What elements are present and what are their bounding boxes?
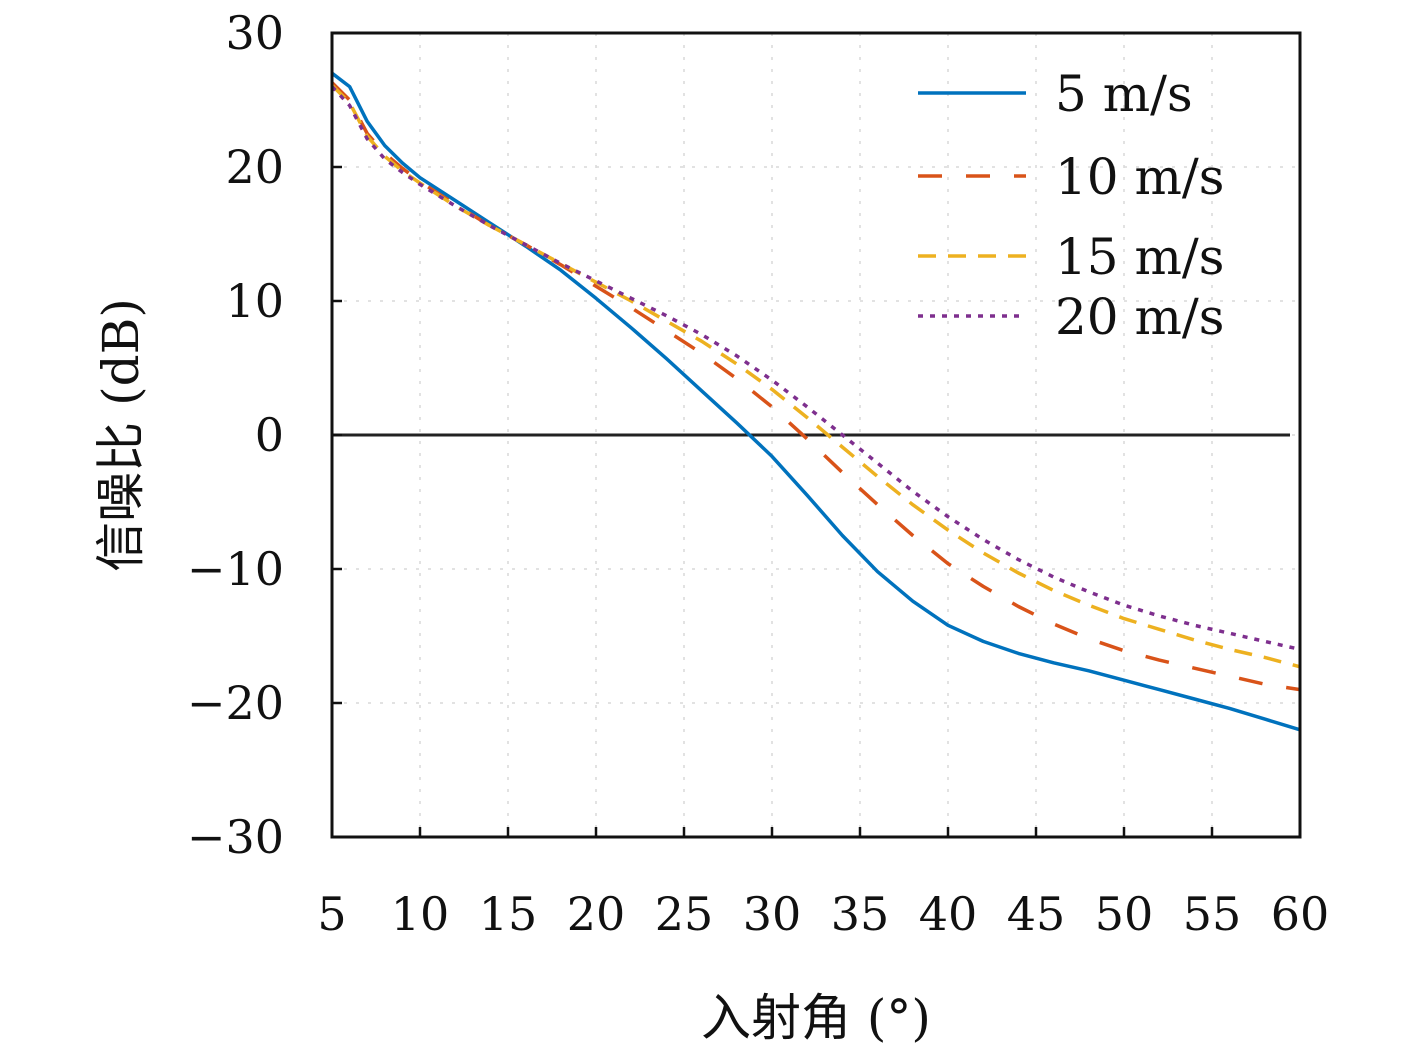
- x-tick-label: 35: [831, 887, 890, 941]
- tick-marks: [330, 31, 1302, 839]
- y-tick-label: 10: [225, 274, 284, 328]
- x-tick-label: 50: [1095, 887, 1154, 941]
- series-lines: [330, 71, 1301, 732]
- y-tick-label: −20: [187, 676, 284, 730]
- x-tick-label: 25: [655, 887, 714, 941]
- x-tick-labels: 5 10 15 20 25 30 35 40 45 50 55 60: [317, 887, 1329, 941]
- legend-label-1: 5 m/s: [1055, 65, 1193, 123]
- y-tick-label: 30: [225, 6, 284, 60]
- x-axis-title: 入射角 (°): [701, 989, 931, 1047]
- x-tick-label: 15: [479, 887, 538, 941]
- x-tick-label: 45: [1007, 887, 1066, 941]
- x-tick-label: 5: [317, 887, 346, 941]
- x-tick-label: 30: [743, 887, 802, 941]
- x-tick-label: 60: [1271, 887, 1330, 941]
- legend-label-2: 10 m/s: [1055, 148, 1224, 206]
- legend-label-4: 20 m/s: [1055, 288, 1224, 346]
- series-line-1: [330, 71, 1301, 732]
- y-tick-label: 0: [255, 408, 284, 462]
- x-tick-label: 20: [567, 887, 626, 941]
- y-tick-labels: 30 20 10 0 −10 −20 −30: [187, 6, 284, 864]
- x-tick-label: 40: [919, 887, 978, 941]
- y-tick-label: −30: [187, 810, 284, 864]
- series-line-4: [330, 85, 1301, 652]
- y-tick-label: −10: [187, 542, 284, 596]
- legend: 5 m/s 10 m/s 15 m/s20 m/s: [918, 65, 1224, 346]
- x-tick-label: 55: [1183, 887, 1242, 941]
- y-axis-title: 信噪比 (dB): [92, 298, 150, 572]
- legend-label-3: 15 m/s: [1055, 228, 1224, 286]
- x-tick-label: 10: [391, 887, 450, 941]
- y-tick-label: 20: [225, 140, 284, 194]
